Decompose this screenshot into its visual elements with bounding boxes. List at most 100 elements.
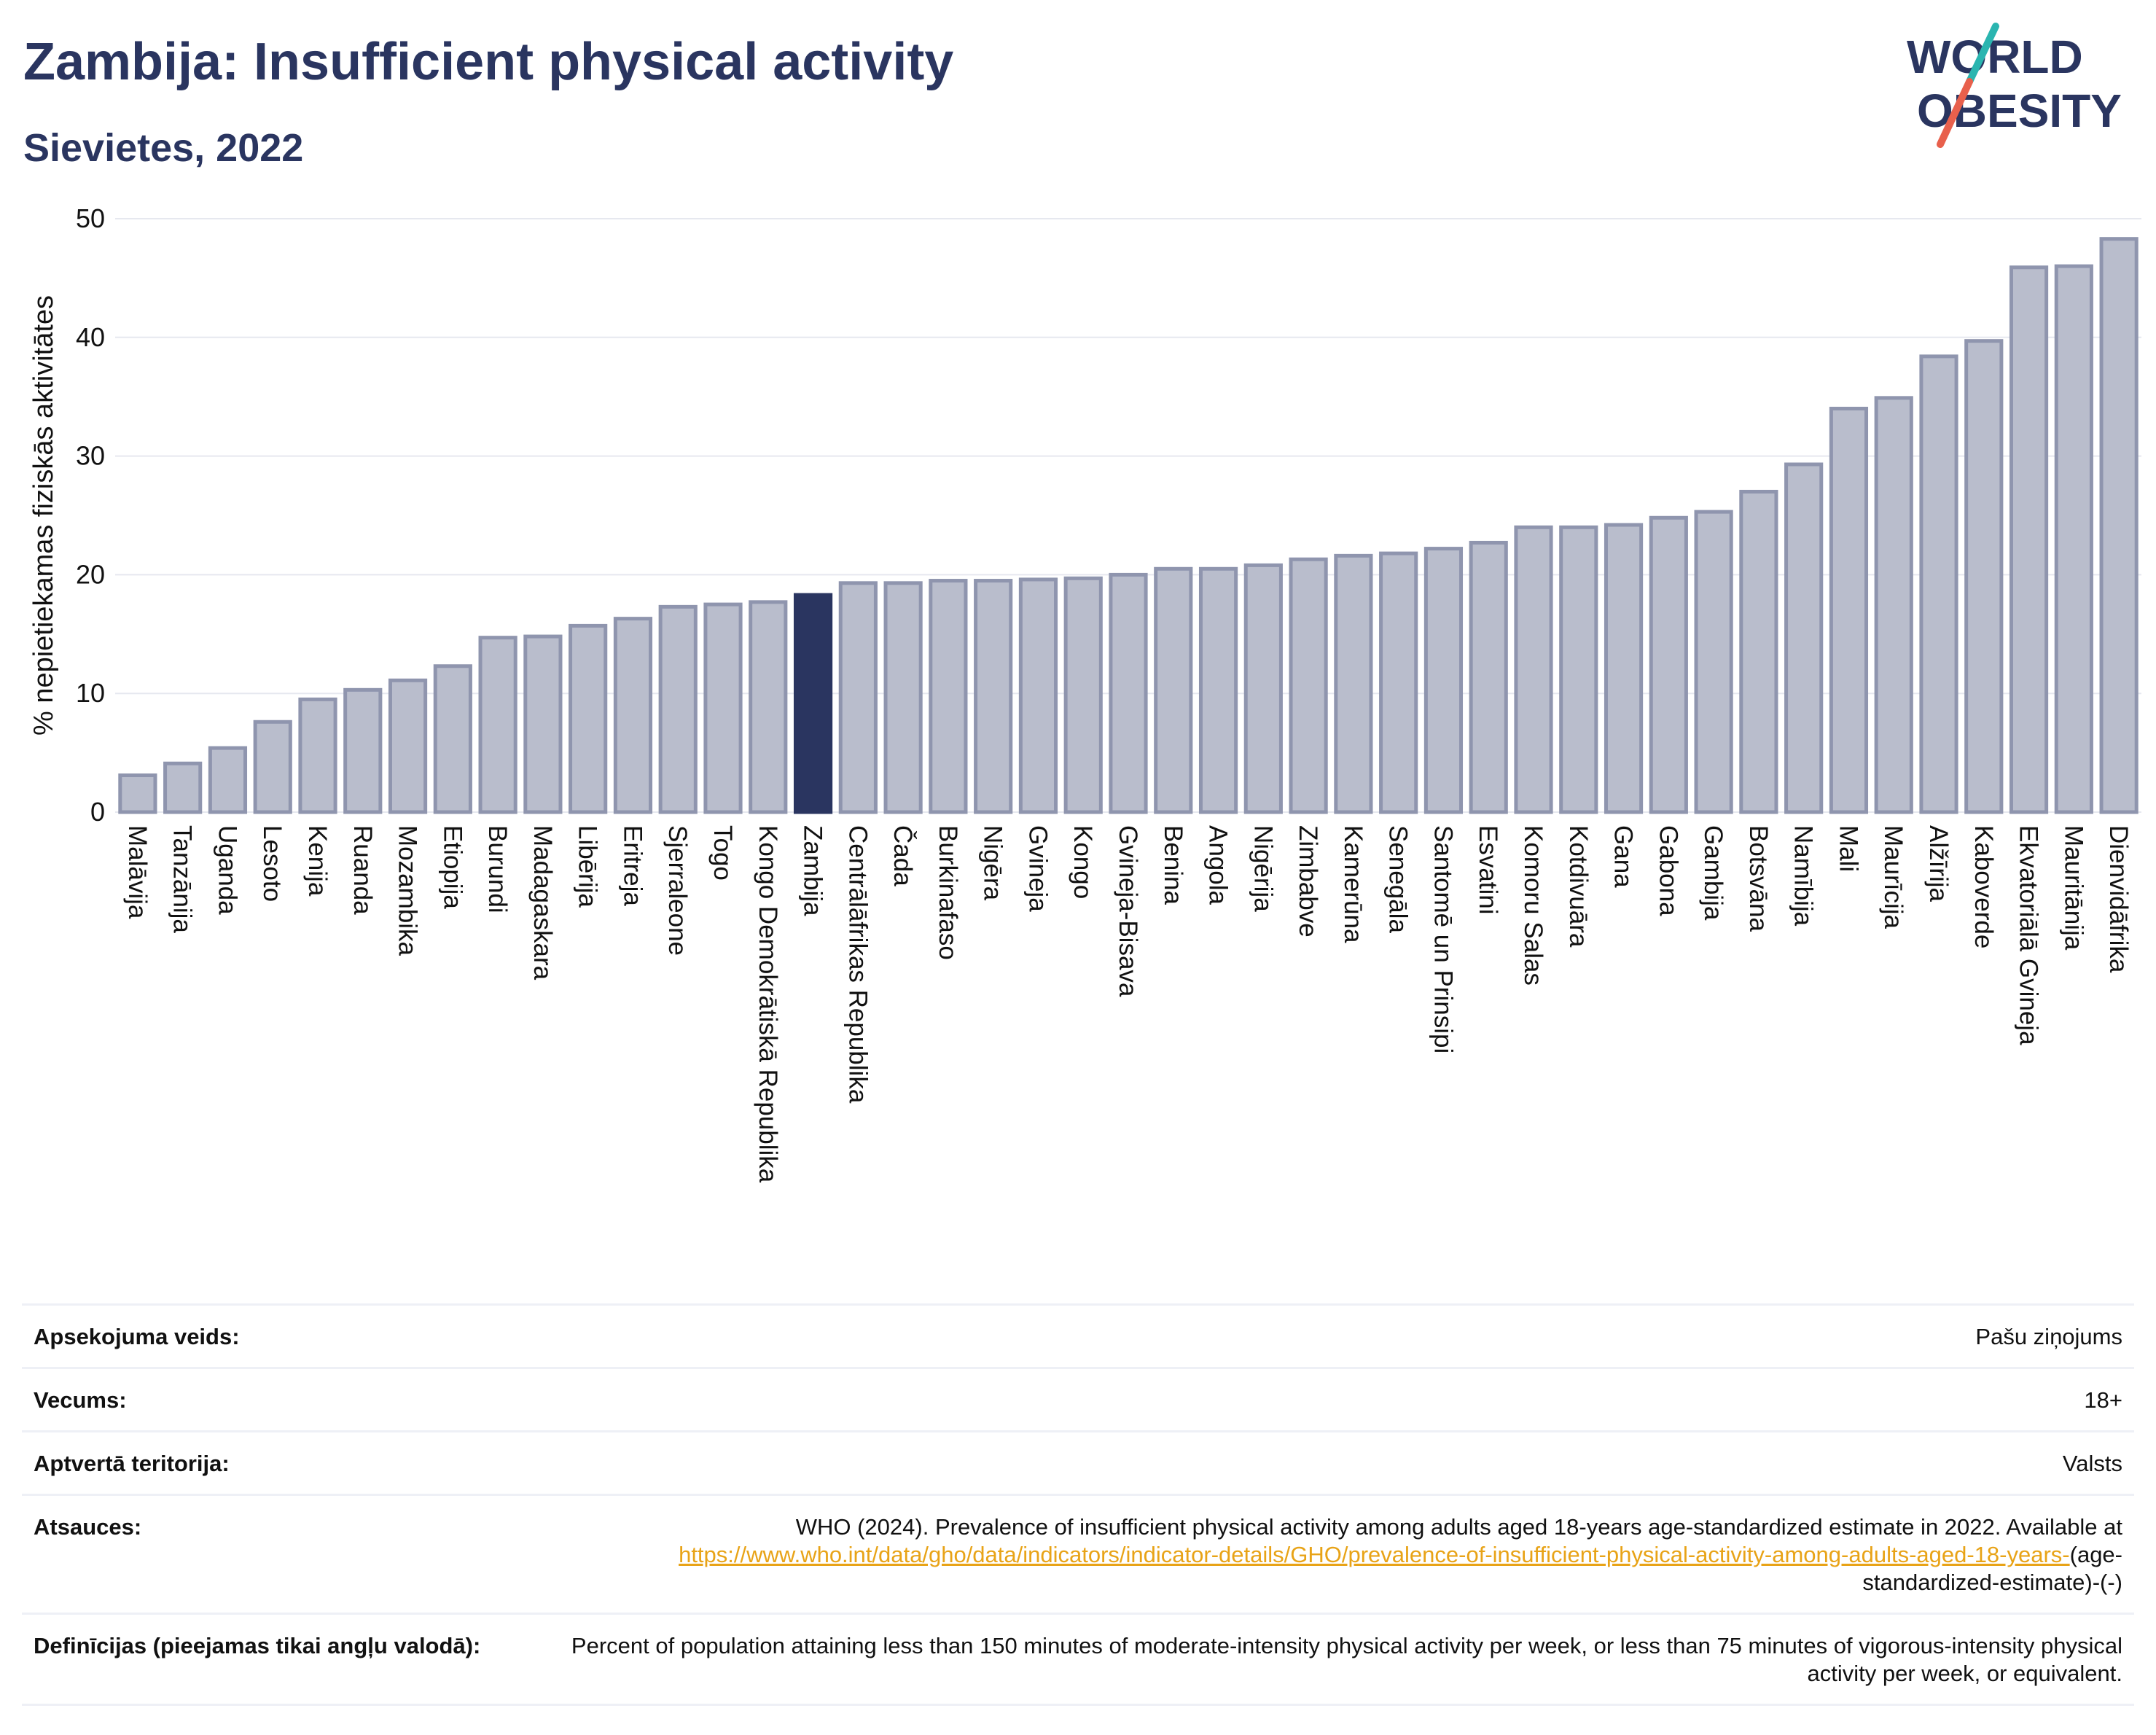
metadata-value: Pašu ziņojums	[555, 1303, 2134, 1369]
x-tick-label: Benina	[1159, 825, 1187, 905]
bar	[1559, 525, 1598, 814]
metadata-label: Vecums:	[22, 1367, 555, 1432]
bar	[1604, 523, 1644, 814]
bar	[208, 746, 248, 814]
metadata-value: WHO (2024). Prevalence of insufficient p…	[555, 1494, 2134, 1615]
x-tick-label: Maurīcija	[1879, 825, 1907, 929]
bar	[298, 697, 337, 814]
bar	[478, 636, 517, 814]
bar	[1109, 572, 1148, 814]
bar	[1469, 540, 1508, 814]
chart-title: Zambija: Insufficient physical activity	[23, 33, 954, 91]
x-tick-label: Zambija	[799, 825, 827, 916]
x-tick-label: Kotdivuāra	[1564, 825, 1593, 948]
bar	[1063, 576, 1103, 814]
bar-highlighted	[793, 593, 833, 814]
x-tick-label: Uganda	[213, 825, 241, 915]
x-tick-label: Ruanda	[348, 825, 377, 915]
x-tick-label: Kongo	[1069, 825, 1097, 899]
y-tick-label: 0	[90, 797, 105, 827]
bar	[974, 579, 1013, 814]
x-tick-label: Libērija	[574, 825, 602, 908]
x-tick-label: Mozambika	[394, 825, 422, 956]
bar	[343, 687, 383, 814]
x-tick-label: Etiopija	[438, 825, 466, 909]
x-tick-label: Ekvatoriālā Gvineja	[2015, 825, 2043, 1045]
bar	[1334, 553, 1373, 814]
bar	[658, 604, 698, 814]
x-tick-label: Dienvidāfrika	[2104, 825, 2133, 973]
y-tick-label: 10	[76, 678, 105, 708]
logo-slash-upper	[1966, 23, 1999, 85]
x-tick-label: Gambija	[1699, 825, 1727, 921]
bar	[1964, 339, 2004, 814]
x-tick-label: Eritreja	[618, 825, 647, 906]
bar	[613, 617, 653, 814]
x-tick-label: Nigērija	[1249, 825, 1277, 912]
x-tick-label: Nigēra	[979, 825, 1007, 901]
bar	[388, 678, 428, 814]
x-tick-label: Kongo Demokrātiskā Republika	[754, 825, 782, 1183]
x-tick-label: Esvatini	[1474, 825, 1502, 915]
x-tick-label: Gvineja-Bisava	[1114, 825, 1142, 997]
metadata-label: Aptvertā teritorija:	[22, 1430, 555, 1496]
bar	[1379, 551, 1418, 814]
x-tick-label: Togo	[708, 825, 737, 881]
bar	[253, 720, 292, 814]
metadata-row-references: Atsauces: WHO (2024). Prevalence of insu…	[22, 1494, 2134, 1615]
reference-suffix: (age-standardized-estimate)-(-)	[1862, 1542, 2122, 1595]
x-tick-label: Malāvija	[123, 825, 152, 919]
x-tick-label: Sjerraleone	[663, 825, 692, 956]
bar	[1739, 489, 1778, 814]
y-tick-label: 40	[76, 322, 105, 352]
bar	[1919, 354, 1958, 814]
bar	[1423, 547, 1464, 814]
y-tick-label: 50	[76, 203, 105, 233]
bar	[749, 600, 788, 814]
y-axis-label: % nepietiekamas fiziskās aktivitātes	[28, 295, 59, 736]
bar	[838, 581, 878, 814]
logo-slash-lower	[1937, 78, 1973, 148]
metadata-label: Definīcijas (pieejamas tikai angļu valod…	[22, 1613, 555, 1706]
bar	[523, 634, 563, 814]
reference-link[interactable]: https://www.who.int/data/gho/data/indica…	[679, 1542, 2070, 1567]
x-tick-label: Burundi	[483, 825, 512, 913]
bar	[1694, 510, 1733, 814]
bar	[1018, 577, 1058, 814]
x-tick-label: Santomē un Prinsipi	[1429, 825, 1457, 1053]
x-tick-label: Tanzānija	[168, 825, 197, 933]
metadata-row-age: Vecums: 18+	[22, 1367, 2134, 1432]
x-tick-label: Kamerūna	[1339, 825, 1367, 943]
x-tick-label: Gana	[1609, 825, 1638, 888]
bar-chart: 0 10 20 30 40 50 % nepietiekamas fiziskās akti…	[28, 203, 2141, 1183]
metadata-table: Apsekojuma veids: Pašu ziņojums Vecums: …	[22, 1303, 2134, 1706]
x-tick-label: Gvineja	[1023, 825, 1052, 912]
metadata-value: 18+	[555, 1367, 2134, 1432]
x-tick-label: Alžīrija	[1924, 825, 1953, 902]
x-tick-label: Senegāla	[1384, 825, 1413, 933]
bar	[118, 773, 157, 814]
bar	[1514, 525, 1553, 814]
x-tick-label: Komoru Salas	[1519, 825, 1547, 986]
x-tick-label: Centrālāfrikas Republika	[843, 825, 872, 1104]
x-tick-label: Gabona	[1654, 825, 1682, 916]
bar	[1874, 396, 1913, 814]
reference-text: WHO (2024). Prevalence of insufficient p…	[795, 1514, 2122, 1540]
bar	[2099, 237, 2139, 814]
bar	[929, 579, 968, 814]
bar	[433, 664, 472, 814]
metadata-value: Percent of population attaining less tha…	[555, 1613, 2134, 1706]
metadata-value: Valsts	[555, 1430, 2134, 1496]
x-tick-label: Kenija	[303, 825, 332, 897]
bar	[883, 581, 923, 814]
bar	[1289, 557, 1328, 814]
x-tick-label: Burkinafaso	[934, 825, 962, 960]
x-tick-label: Kaboverde	[1969, 825, 1998, 948]
x-tick-label: Zimbabve	[1294, 825, 1322, 937]
chart-subtitle: Sievietes, 2022	[23, 126, 304, 170]
x-tick-label: Namībija	[1789, 825, 1818, 927]
bar	[703, 602, 743, 814]
metadata-row-survey: Apsekojuma veids: Pašu ziņojums	[22, 1303, 2134, 1369]
bar	[1154, 566, 1193, 814]
bar	[1243, 563, 1283, 814]
